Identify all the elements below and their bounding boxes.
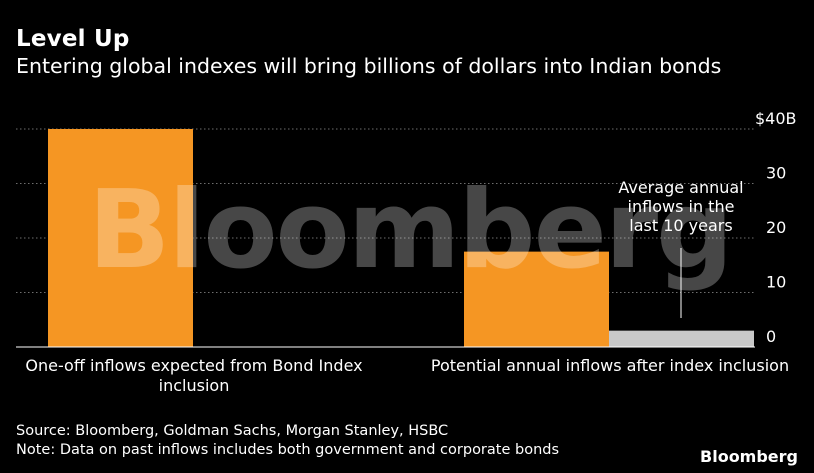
annotation-line: Average annual: [618, 178, 744, 197]
y-tick-label: $40B: [755, 109, 797, 128]
annotation-average-inflows: Average annual inflows in the last 10 ye…: [606, 178, 756, 235]
y-tick-label: 10: [766, 273, 786, 292]
y-tick-label: 20: [766, 218, 786, 237]
y-tick-label: 0: [766, 327, 776, 346]
category-label-annual: Potential annual inflows after index inc…: [430, 356, 790, 375]
bar-0-0: [48, 129, 193, 347]
category-label-one-off: One-off inflows expected from Bond Index…: [25, 356, 363, 395]
chart-title: Level Up: [16, 26, 130, 52]
y-tick-label: 30: [766, 164, 786, 183]
chart-subtitle: Entering global indexes will bring billi…: [16, 54, 722, 78]
data-note: Note: Data on past inflows includes both…: [16, 442, 560, 458]
bloomberg-logo: Bloomberg: [700, 447, 798, 466]
bar-1-0: [464, 251, 609, 347]
bar-1-1: [609, 330, 754, 347]
annotation-line: last 10 years: [629, 216, 733, 235]
source-note: Source: Bloomberg, Goldman Sachs, Morgan…: [16, 423, 449, 439]
annotation-line: inflows in the: [627, 197, 735, 216]
